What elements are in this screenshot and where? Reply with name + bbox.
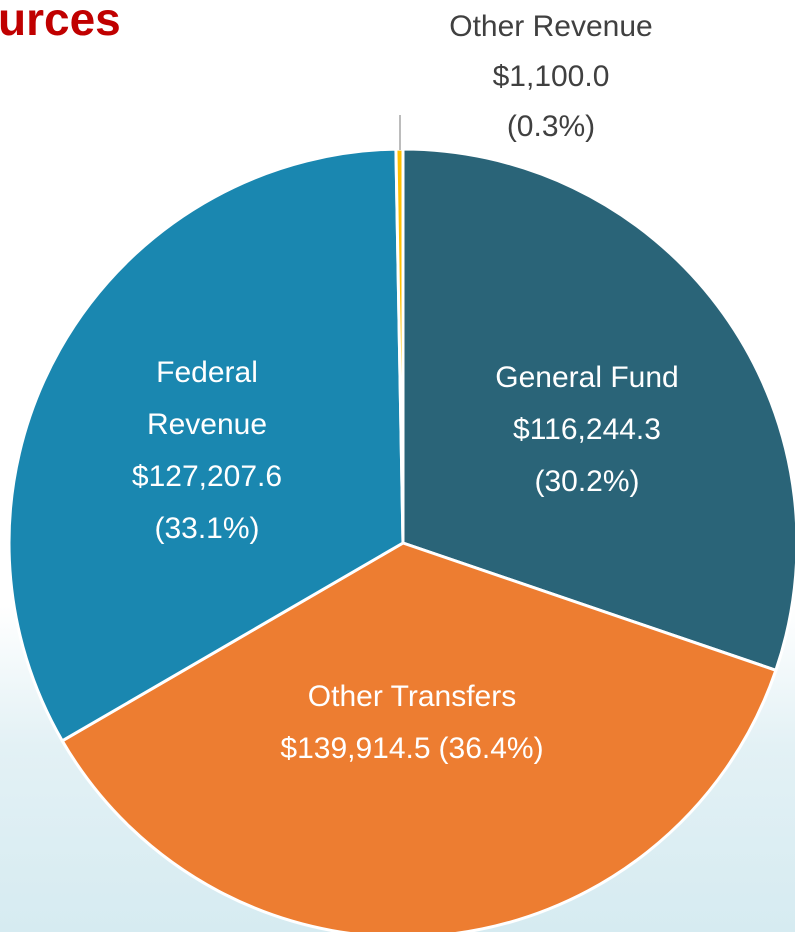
value-label: $1,100.0 [492,60,610,93]
value-label: $139,914.5 [280,732,431,765]
category-label: Other Revenue [449,10,653,43]
pie-slice [60,541,778,932]
category-label: General Fund [495,361,679,394]
pie-slice [7,147,405,743]
value-label: $116,244.3 [513,413,661,446]
category-label: Federal Revenue [146,356,268,441]
percent-label: (0.3%) [506,110,596,143]
percent-label: (33.1%) [154,512,260,545]
slice-label: Other Revenue $1,100.0 (0.3%) [401,2,701,152]
pie-slice [401,147,795,673]
percent-label: (36.4%) [438,732,544,765]
percent-label: (30.2%) [534,465,640,498]
value-line: $139,914.5 (36.4%) [212,723,612,775]
value-label: $127,207.6 [131,460,283,493]
slice-label: Federal Revenue $127,207.6 (33.1%) [132,347,282,555]
slice-label: Other Transfers $139,914.5 (36.4%) [212,671,612,775]
category-label: Other Transfers [307,680,517,713]
slice-label: General Fund $116,244.3 (30.2%) [457,352,717,508]
chart-title: urces [0,0,121,45]
